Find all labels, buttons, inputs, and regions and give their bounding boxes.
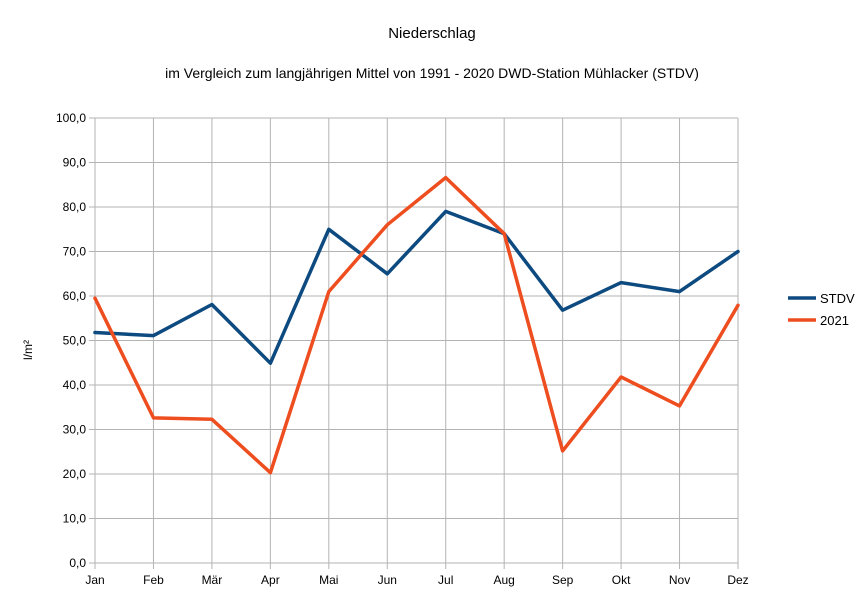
legend: STDV 2021	[788, 291, 855, 328]
x-tick-labels: Jan Feb Mär Apr Mai Jun Jul Aug Sep Okt Nov Dez	[85, 573, 748, 587]
legend-label: STDV	[820, 291, 855, 306]
chart-subtitle: im Vergleich zum langjährigen Mittel von…	[165, 65, 699, 81]
y-tick-label: 50,0	[63, 334, 87, 348]
y-tick-labels: 0,0 10,0 20,0 30,0 40,0 50,0 60,0 70,0 80,0 90,0 1…	[56, 111, 86, 570]
x-tick-label: Jul	[438, 573, 453, 587]
y-tick-label: 90,0	[63, 156, 87, 170]
series-lines	[93, 175, 740, 475]
x-tick-label: Jan	[85, 573, 104, 587]
series-line-stdv	[93, 209, 740, 365]
y-axis-label: l/m²	[21, 340, 35, 360]
x-tick-label: Nov	[669, 573, 690, 587]
y-tick-label: 60,0	[63, 289, 87, 303]
y-tick-label: 20,0	[63, 467, 87, 481]
y-tick-label: 40,0	[63, 378, 87, 392]
x-tick-label: Jun	[378, 573, 397, 587]
x-tick-label: Aug	[494, 573, 515, 587]
y-tick-label: 80,0	[63, 200, 87, 214]
y-tick-label: 30,0	[63, 423, 87, 437]
y-tick-label: 10,0	[63, 512, 87, 526]
x-tick-label: Mai	[319, 573, 338, 587]
x-tick-label: Dez	[727, 573, 748, 587]
x-tick-label: Mär	[202, 573, 223, 587]
y-tick-label: 70,0	[63, 245, 87, 259]
x-tick-label: Okt	[612, 573, 631, 587]
x-tick-label: Feb	[143, 573, 164, 587]
chart-title: Niederschlag	[388, 25, 476, 42]
y-tick-label: 100,0	[56, 111, 86, 125]
y-tick-label: 0,0	[69, 556, 86, 570]
x-tick-label: Sep	[552, 573, 574, 587]
grid	[89, 117, 739, 569]
legend-label: 2021	[820, 313, 849, 328]
x-tick-label: Apr	[261, 573, 280, 587]
series-line-2021	[93, 175, 740, 475]
